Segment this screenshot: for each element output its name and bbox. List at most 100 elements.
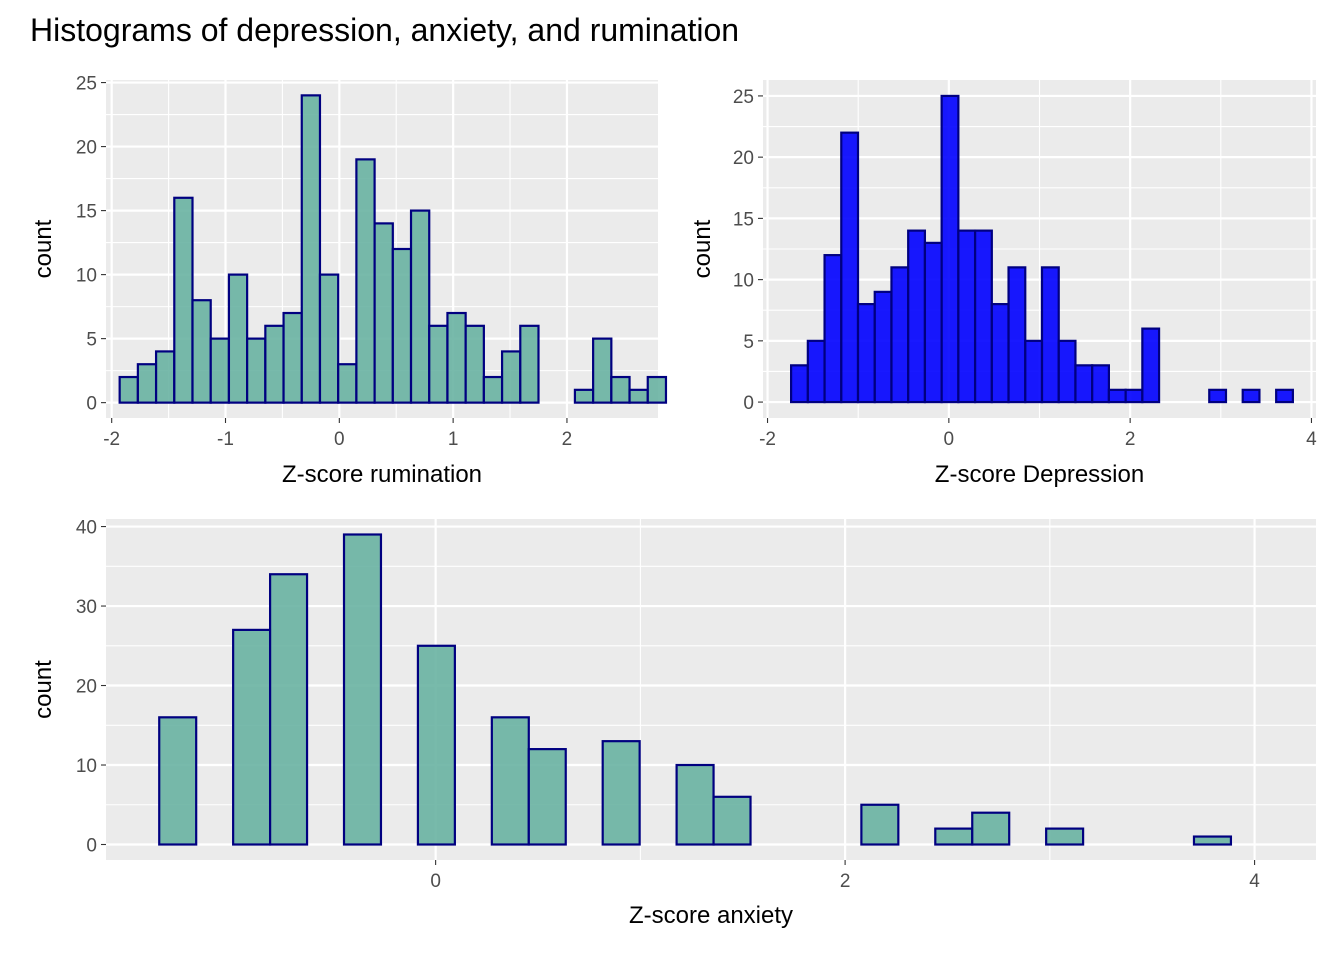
x-tick-label: -2 (759, 429, 776, 450)
x-tick-label: -1 (217, 429, 234, 450)
histogram-bar (1024, 339, 1044, 404)
histogram-bar (1141, 327, 1161, 404)
y-axis-title: count (689, 219, 716, 278)
histogram-bar (342, 533, 383, 846)
histogram-bar (246, 337, 267, 404)
histogram-bar (973, 229, 993, 404)
histogram-bar (191, 299, 212, 404)
histogram-bar (416, 644, 456, 846)
histogram-bar (628, 388, 649, 404)
x-tick-label: 4 (1249, 871, 1260, 892)
histogram-bar (527, 748, 567, 846)
histogram-bar (1040, 266, 1060, 404)
histogram-bar (1045, 827, 1085, 846)
histogram-bar (934, 827, 974, 846)
histogram-bar (712, 795, 752, 846)
y-tick-label: 20 (76, 677, 97, 698)
histogram-bar (1275, 388, 1294, 404)
histogram-bar (355, 158, 376, 404)
histogram-bar (890, 266, 910, 404)
y-tick-label: 25 (76, 74, 97, 95)
histogram-bar (154, 350, 176, 404)
histogram-bar (990, 303, 1010, 404)
y-tick-label: 0 (86, 836, 97, 857)
y-tick-label: 10 (76, 266, 97, 287)
y-tick-label: 10 (76, 756, 97, 777)
histogram-bar (1074, 364, 1094, 404)
y-tick-label: 15 (733, 209, 754, 230)
figure-title: Histograms of depression, anxiety, and r… (30, 12, 739, 48)
histogram-bar (940, 94, 960, 404)
y-tick-label: 5 (743, 332, 754, 353)
y-tick-label: 40 (76, 518, 97, 539)
histogram-bar (873, 290, 893, 404)
histogram-bar (971, 811, 1011, 846)
histogram-bar (923, 241, 943, 404)
x-axis-title: Z-score rumination (282, 461, 482, 488)
y-tick-label: 5 (86, 330, 97, 351)
x-axis-title: Z-score anxiety (629, 902, 793, 929)
histogram-bar (173, 196, 194, 404)
x-tick-label: 4 (1306, 429, 1317, 450)
x-tick-label: 1 (448, 429, 459, 450)
histogram-bar (373, 222, 394, 404)
x-axis-title: Z-score Depression (935, 461, 1144, 488)
histogram-bar (391, 247, 413, 404)
histogram-bar (118, 375, 139, 404)
y-tick-label: 20 (76, 138, 97, 159)
histogram-bar (957, 229, 977, 404)
histogram-bar (232, 628, 272, 846)
histogram-bar (1208, 388, 1228, 404)
x-tick-label: 2 (1125, 429, 1136, 450)
y-tick-label: 0 (743, 393, 754, 414)
y-axis-title: count (30, 660, 57, 719)
histogram-bar (158, 716, 198, 846)
histogram-bar (601, 740, 641, 846)
histogram-bar (409, 209, 431, 404)
histogram-bar (428, 324, 449, 404)
y-axis-title: count (30, 219, 57, 278)
histogram-bar (500, 350, 522, 404)
histogram-bar (482, 375, 504, 404)
histogram-bar (646, 375, 668, 404)
histogram-bar (907, 229, 927, 404)
histogram-bar (675, 763, 715, 846)
histogram-bar (446, 311, 467, 404)
x-tick-label: 0 (430, 871, 441, 892)
histogram-bar (1057, 339, 1077, 404)
histogram-bar (790, 364, 809, 404)
histogram-bar (318, 273, 340, 404)
histogram-bar (856, 303, 876, 404)
x-tick-label: -2 (103, 429, 120, 450)
histogram-bar (1124, 388, 1144, 404)
histogram-bar (264, 324, 285, 404)
x-tick-label: 0 (334, 429, 345, 450)
histogram-bar (519, 324, 540, 404)
histogram-bar (268, 573, 309, 846)
histogram-bar (592, 337, 613, 404)
histogram-bar (860, 803, 900, 846)
histogram-bar (1007, 266, 1027, 404)
histogram-bar (136, 363, 158, 404)
x-tick-label: 0 (944, 429, 955, 450)
histogram-bar (490, 716, 530, 846)
y-tick-label: 25 (733, 87, 754, 108)
histogram-bar (823, 254, 843, 404)
histogram-bar (464, 324, 485, 404)
histogram-bar (300, 94, 322, 404)
histogram-bar (1107, 388, 1127, 404)
x-tick-label: 2 (562, 429, 573, 450)
histogram-bar (227, 273, 249, 404)
y-tick-label: 15 (76, 202, 97, 223)
histogram-bar (1241, 388, 1261, 404)
y-tick-label: 20 (733, 148, 754, 169)
histogram-bar (610, 375, 631, 404)
y-tick-label: 10 (733, 271, 754, 292)
histogram-bar (1192, 835, 1233, 846)
histogram-bar (840, 131, 860, 404)
y-tick-label: 30 (76, 597, 97, 618)
histogram-bar (573, 388, 595, 404)
